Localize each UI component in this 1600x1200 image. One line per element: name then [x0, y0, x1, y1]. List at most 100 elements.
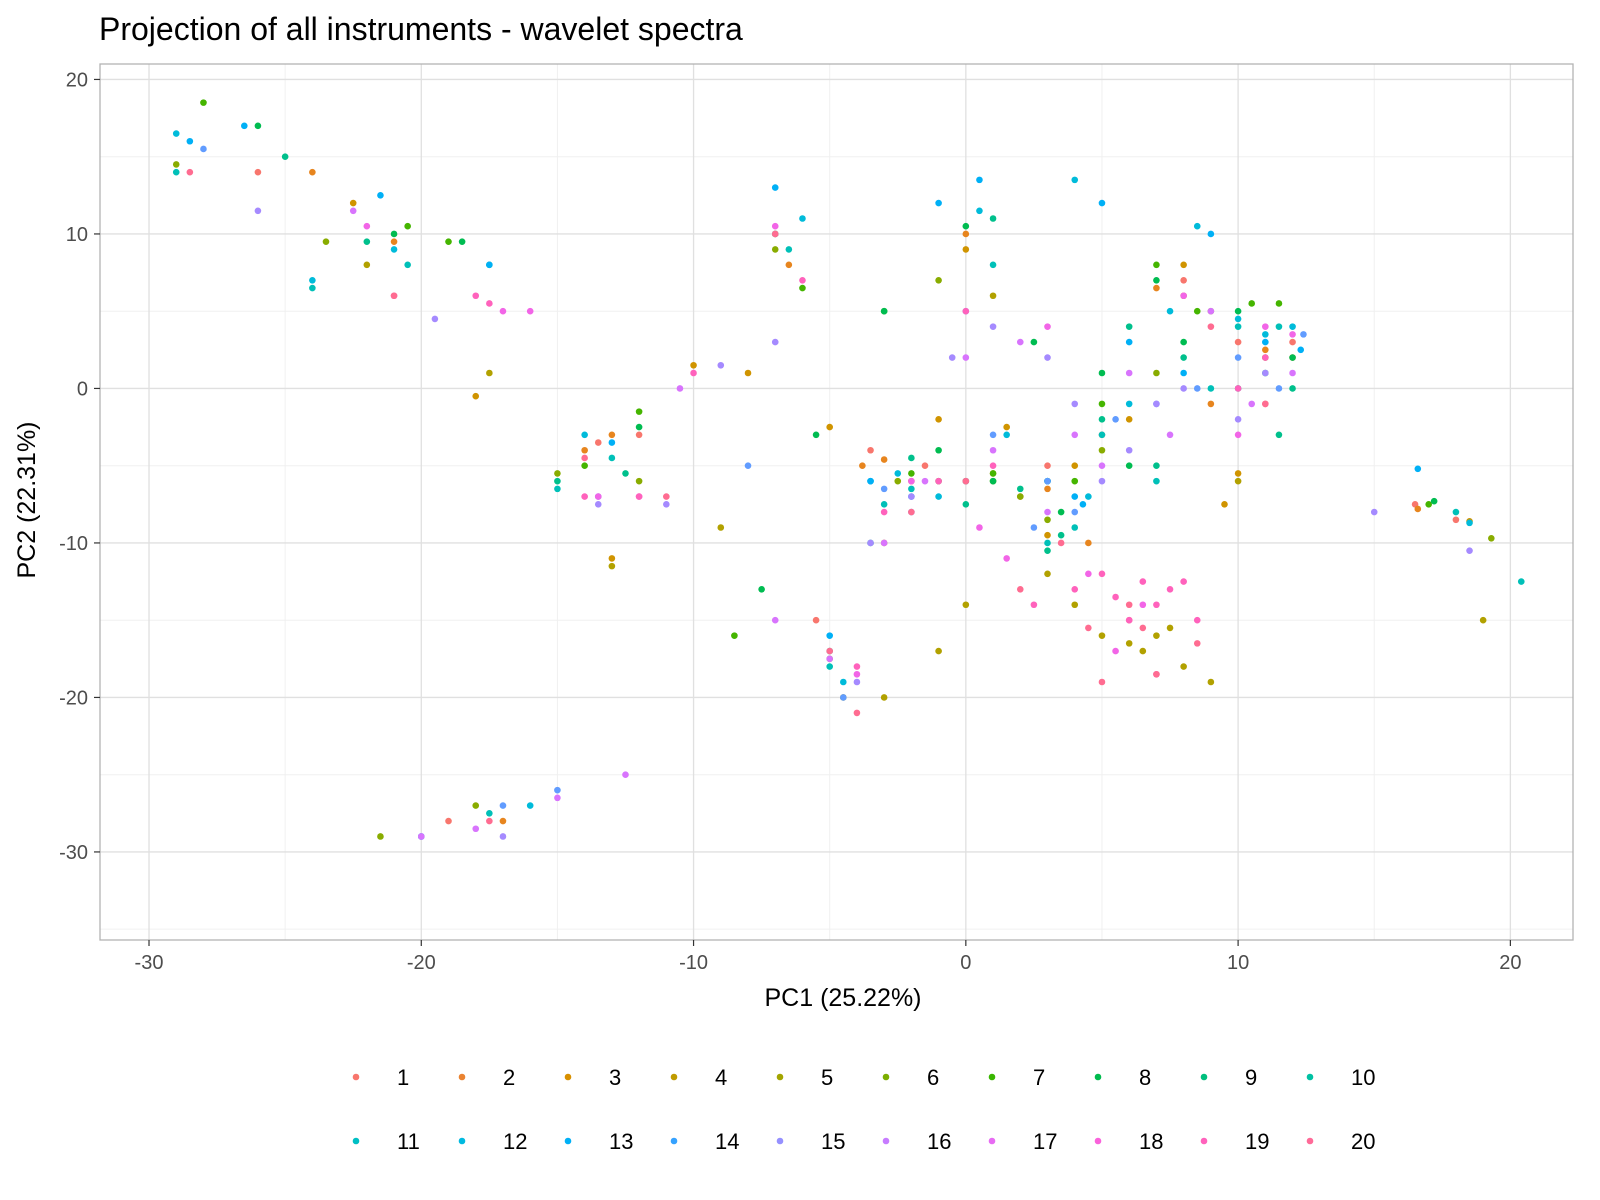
data-point [799, 284, 806, 292]
data-point [1207, 385, 1215, 392]
data-point [377, 833, 384, 840]
panel-background [100, 64, 1573, 940]
legend-label: 2 [503, 1065, 515, 1090]
data-point [1085, 539, 1092, 547]
data-point [1044, 323, 1051, 330]
data-point [1180, 292, 1187, 300]
legend-key [1094, 1137, 1102, 1145]
legend-item-8: 8 [1094, 1065, 1151, 1090]
data-point [758, 585, 765, 593]
data-point [921, 462, 929, 469]
data-point [608, 555, 616, 562]
legend-item-9: 9 [1200, 1065, 1257, 1090]
data-point [1180, 338, 1187, 346]
data-point [717, 361, 725, 369]
legend-item-15: 15 [776, 1129, 845, 1154]
legend-key [882, 1073, 890, 1081]
data-point [785, 246, 793, 253]
x-tick-label: 10 [1227, 952, 1249, 974]
data-point [690, 369, 697, 377]
data-point [1071, 524, 1079, 531]
data-point [1044, 516, 1051, 524]
data-point [1207, 678, 1215, 686]
data-point [363, 261, 371, 269]
legend-label: 3 [609, 1065, 621, 1090]
data-point [486, 261, 493, 269]
data-point [1139, 578, 1147, 585]
y-tick-label: 20 [66, 69, 88, 91]
data-point [622, 771, 629, 778]
legend-label: 6 [927, 1065, 939, 1090]
data-point [445, 238, 452, 245]
series-7 [254, 122, 1438, 593]
data-point [1207, 400, 1215, 408]
data-point [1430, 497, 1438, 505]
data-point [1125, 338, 1133, 346]
data-point [1153, 369, 1160, 377]
data-point [1370, 508, 1378, 516]
data-point [1297, 346, 1305, 354]
data-point [771, 338, 779, 346]
data-point [1125, 369, 1133, 377]
data-point [1234, 385, 1242, 392]
legend-key [1200, 1073, 1208, 1081]
data-point [1452, 508, 1460, 516]
data-point [1153, 261, 1160, 269]
data-point [1016, 338, 1024, 346]
data-point [1262, 338, 1269, 346]
data-point [1057, 508, 1065, 516]
legend-key [988, 1073, 996, 1081]
data-point [1193, 222, 1201, 230]
data-point [826, 655, 833, 663]
legend-item-1: 1 [352, 1065, 409, 1090]
data-point [1234, 354, 1242, 361]
data-point [1098, 416, 1106, 423]
data-point [1044, 570, 1051, 578]
data-point [717, 524, 725, 531]
legend-item-13: 13 [564, 1129, 633, 1154]
data-point [486, 369, 493, 377]
data-point [458, 238, 466, 245]
data-point [581, 446, 588, 454]
data-point [1262, 354, 1269, 361]
legend-item-19: 19 [1200, 1129, 1269, 1154]
legend-key [352, 1137, 360, 1145]
legend-item-18: 18 [1094, 1129, 1163, 1154]
data-point [921, 477, 929, 485]
data-point [1030, 338, 1038, 346]
data-point [1044, 485, 1051, 493]
data-point [581, 462, 588, 469]
data-point [840, 678, 847, 686]
data-point [1262, 369, 1269, 377]
grid-lines [100, 64, 1573, 940]
data-point [908, 454, 915, 462]
panel-border [99, 63, 1574, 941]
data-point [1112, 416, 1119, 423]
data-point [1079, 501, 1087, 508]
data-point [1234, 477, 1242, 485]
y-axis-title: PC2 (22.31%) [13, 421, 41, 578]
data-point [1085, 624, 1092, 632]
data-point [1180, 369, 1187, 377]
data-point [417, 833, 425, 840]
data-point [1262, 400, 1269, 408]
data-point [1125, 601, 1133, 609]
data-point [1030, 524, 1038, 531]
legend-label: 10 [1351, 1065, 1375, 1090]
legend-label: 11 [397, 1129, 420, 1154]
data-point [1248, 400, 1256, 408]
legend-item-12: 12 [458, 1129, 527, 1154]
data-point [472, 825, 480, 833]
data-point [1193, 385, 1201, 392]
data-point [853, 678, 861, 686]
data-point [554, 794, 561, 802]
data-point [390, 238, 398, 245]
data-point [1016, 485, 1024, 493]
data-point [254, 122, 262, 130]
data-point [880, 694, 888, 701]
data-point [594, 501, 602, 508]
data-point [1275, 323, 1283, 330]
legend-key [1200, 1137, 1208, 1145]
data-point [867, 446, 874, 454]
